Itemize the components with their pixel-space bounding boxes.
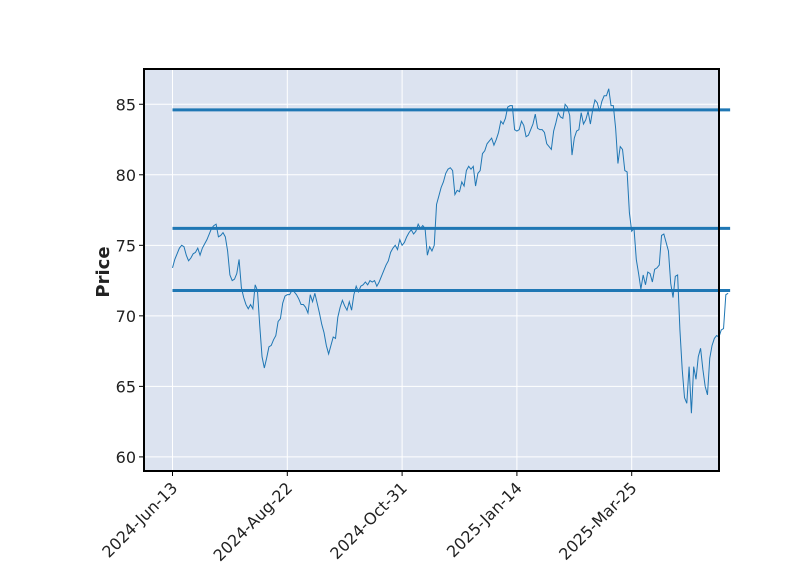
y-tick-label: 65 [116,377,136,396]
x-tick-label: 2024-Aug-22 [209,478,296,565]
y-axis-ticks: 60 65 70 75 80 85 [116,95,144,467]
horizontal-level-lines [172,108,731,292]
plot-background [144,69,719,471]
x-tick-label: 2024-Jun-13 [98,478,181,561]
y-tick-label: 75 [116,236,136,255]
y-tick-label: 70 [116,307,136,326]
y-tick-label: 60 [116,448,136,467]
x-axis-ticks: 2024-Jun-13 2024-Aug-22 2024-Oct-31 2025-Ja… [98,471,641,565]
grid-lines [144,69,719,471]
y-tick-label: 85 [116,95,136,114]
x-tick-label: 2024-Oct-31 [326,478,411,563]
x-tick-label: 2025-Mar-25 [555,478,640,563]
plot-frame [143,68,720,472]
x-tick-label: 2025-Jan-14 [443,478,526,561]
y-axis-title: Price [93,246,114,297]
y-tick-label: 80 [116,166,136,185]
price-series-line [172,88,729,414]
